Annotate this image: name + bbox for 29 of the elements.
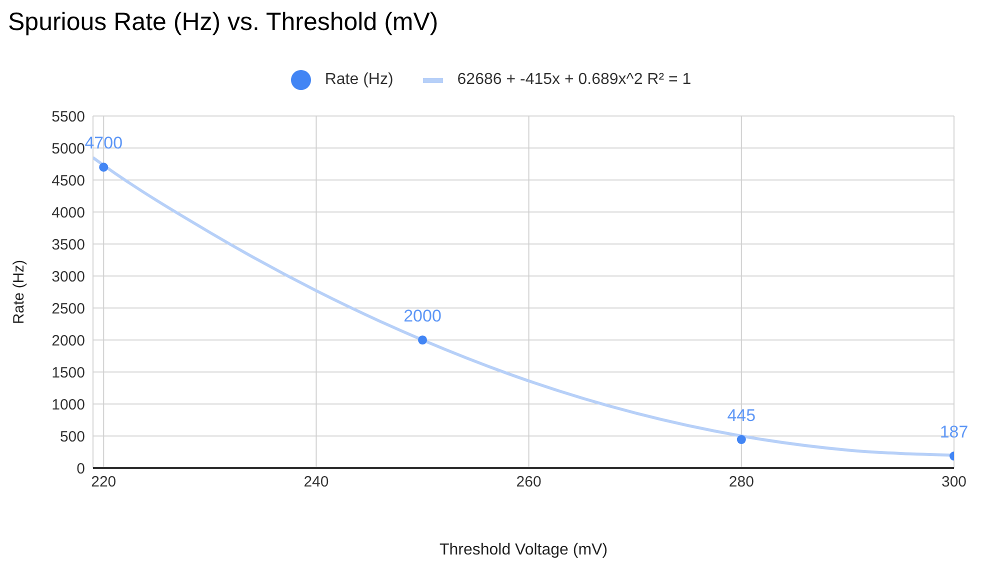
data-label: 2000 (404, 306, 442, 326)
y-tick-label: 1500 (52, 364, 85, 382)
y-axis-title: Rate (Hz) (10, 260, 28, 324)
y-tick-label: 4500 (52, 172, 85, 190)
point (736, 435, 746, 444)
data-label: 4700 (84, 134, 123, 153)
point (418, 335, 428, 345)
y-tick-label: 5000 (52, 140, 85, 158)
x-tick-label: 260 (516, 474, 542, 491)
y-tick-label: 1000 (52, 396, 85, 414)
x-tick-label: 300 (941, 474, 967, 491)
y-tick-label: 4000 (52, 204, 85, 222)
legend-label: 62686 + -415x + 0.689x^2 R² = 1 (457, 71, 692, 89)
point (99, 162, 108, 172)
y-tick-label: 5500 (52, 108, 85, 126)
x-tick-label: 220 (91, 474, 116, 491)
x-tick-label: 240 (304, 474, 329, 491)
x-axis-title: Threshold Voltage (mV) (439, 541, 608, 558)
legend-label: Rate (Hz) (324, 71, 394, 89)
y-tick-label: 2000 (52, 332, 85, 350)
data-label: 445 (727, 406, 756, 426)
y-tick-label: 3500 (52, 236, 85, 254)
y-tick-label: 0 (76, 460, 85, 478)
data-label: 187 (940, 422, 968, 442)
chart-title: Spurious Rate (Hz) vs. Threshold (mV) (8, 8, 438, 37)
y-tick-label: 500 (60, 428, 85, 446)
y-tick-label: 3000 (52, 268, 85, 286)
x-tick-label: 280 (728, 474, 754, 491)
y-tick-label: 2500 (52, 300, 85, 318)
